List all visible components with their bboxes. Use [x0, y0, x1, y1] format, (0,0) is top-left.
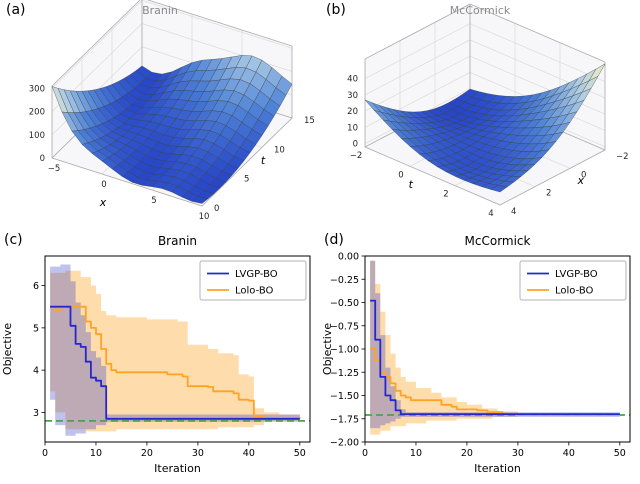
tick-label: 40 — [347, 75, 358, 85]
tick-label: 0 — [101, 180, 106, 190]
y-tick-label: −0.75 — [330, 321, 359, 332]
legend-label-Lolo-BO: Lolo-BO — [235, 286, 274, 297]
surface-facet — [490, 185, 508, 193]
tick-label: 0 — [581, 170, 586, 180]
legend-label-Lolo-BO: Lolo-BO — [555, 286, 594, 297]
x-tick-label: 20 — [461, 448, 473, 459]
panel-label-d: (d) — [324, 232, 344, 248]
tick-label: 20 — [347, 107, 358, 117]
tick-label: 5 — [244, 175, 249, 185]
y-axis-label: Objective — [1, 323, 14, 375]
x-tick-label: 0 — [42, 448, 48, 459]
tick-label: 4 — [488, 209, 493, 219]
chart-title: McCormick — [450, 4, 511, 17]
x-tick-label: 20 — [141, 448, 153, 459]
x-tick-label: 30 — [512, 448, 524, 459]
tick-label: 2 — [443, 190, 448, 200]
tick-label: 10 — [274, 145, 285, 155]
x-tick-label: 10 — [90, 448, 102, 459]
uncertainty-band-Lolo-BO — [50, 270, 300, 432]
tick-label: 0 — [40, 154, 45, 164]
x-tick-label: 10 — [410, 448, 422, 459]
tick-label: −2 — [616, 152, 629, 162]
y-tick-label: 6 — [33, 281, 39, 292]
surface-facet — [191, 196, 209, 204]
y-tick-label: 3 — [33, 408, 39, 419]
tick-label: 30 — [347, 91, 358, 101]
y-tick-label: −1.00 — [330, 345, 359, 356]
series-line-Lolo-BO — [50, 305, 301, 419]
y-tick-label: 5 — [33, 323, 39, 334]
y-tick-label: −1.25 — [330, 368, 359, 379]
t-axis-label: t — [409, 178, 414, 191]
uncertainty-band-LVGP-BO — [370, 260, 620, 429]
tick-label: 0 — [214, 204, 219, 214]
tick-label: 0 — [398, 170, 403, 180]
x-tick-label: 0 — [362, 448, 368, 459]
y-tick-label: −0.25 — [330, 275, 359, 286]
tick-label: 100 — [29, 131, 45, 141]
panel-label-c: (c) — [4, 232, 23, 248]
x-tick-label: 30 — [192, 448, 204, 459]
tick-label: 4 — [511, 207, 516, 217]
x-axis-label: Iteration — [474, 462, 521, 475]
y-tick-label: 0.00 — [338, 252, 359, 263]
tick-label: −5 — [48, 164, 61, 174]
x-tick-label: 40 — [243, 448, 255, 459]
legend-label-LVGP-BO: LVGP-BO — [555, 269, 598, 280]
x-tick-label: 40 — [563, 448, 575, 459]
x-tick-label: 50 — [294, 448, 306, 459]
chart-title: Branin — [142, 4, 178, 17]
line-chart-mccormick: 0 10 20 30 40 50 0.00 −0.25 −0.50 −0.75 −1.00 −1.25… — [321, 234, 631, 475]
axes-box — [44, 255, 311, 443]
series-line-LVGP-BO — [370, 299, 620, 416]
y-tick-label: 4 — [33, 366, 39, 377]
tick-label: −2 — [350, 151, 363, 161]
tick-label: 2 — [546, 189, 551, 199]
y-tick-label: −1.50 — [330, 391, 359, 402]
tick-label: 15 — [304, 116, 315, 126]
series-line-Lolo-BO — [370, 348, 620, 416]
tick-label: 5 — [151, 196, 156, 206]
x-axis-label: x — [99, 196, 107, 209]
tick-label: 0 — [353, 140, 358, 150]
tick-label: 10 — [347, 123, 358, 133]
line-chart-branin: 0 10 20 30 40 50 3 4 5 6 Iteration Objective Branin L… — [1, 234, 311, 475]
y-tick-label: −0.50 — [330, 298, 359, 309]
chart-title: McCormick — [465, 234, 531, 248]
x-axis-label: x — [576, 174, 584, 187]
y-axis-label: Objective — [321, 323, 334, 375]
tick-label: 10 — [199, 212, 210, 222]
tick-label: 200 — [29, 108, 45, 118]
uncertainty-band-Lolo-BO — [370, 260, 620, 435]
chart-title: Branin — [158, 234, 197, 248]
panel-label-b: (b) — [326, 2, 346, 18]
x-tick-label: 50 — [614, 448, 626, 459]
y-tick-label: −2.00 — [330, 438, 359, 449]
panel-label-a: (a) — [6, 2, 26, 18]
tick-label: 300 — [29, 84, 45, 94]
y-tick-label: −1.75 — [330, 414, 359, 425]
t-axis-label: t — [261, 154, 266, 167]
series-line-LVGP-BO — [50, 305, 300, 420]
legend-label-LVGP-BO: LVGP-BO — [235, 269, 278, 280]
x-axis-label: Iteration — [154, 462, 201, 475]
